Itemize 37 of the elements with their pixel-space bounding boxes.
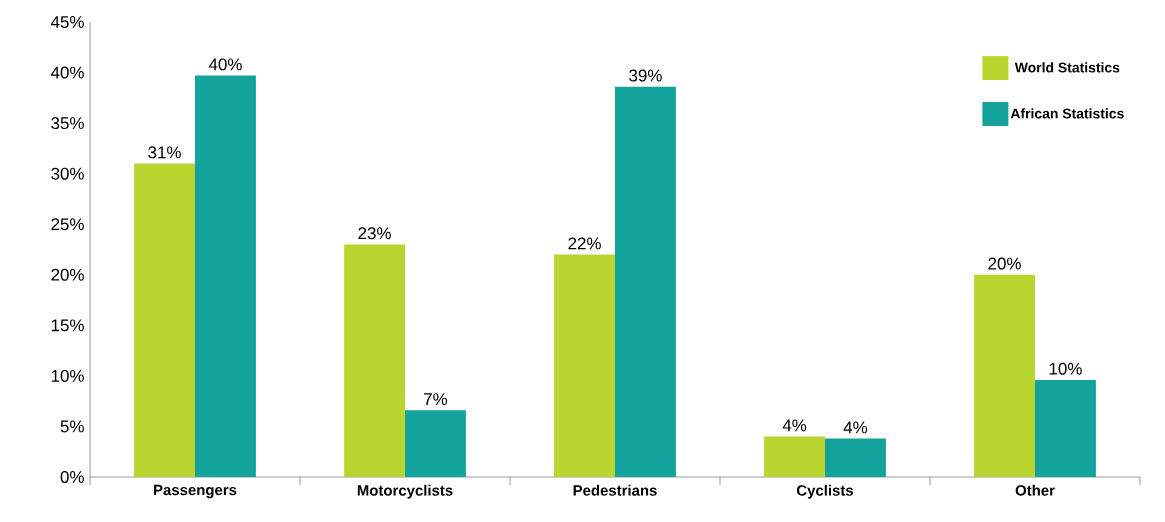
data-label: 20%	[988, 257, 1021, 270]
data-label: 10%	[1049, 362, 1082, 375]
x-tick-label: Passengers	[154, 484, 237, 499]
bar	[195, 75, 256, 477]
y-tick-label: 0%	[60, 471, 84, 483]
y-tick-label: 15%	[51, 319, 84, 332]
bar	[134, 163, 195, 477]
legend-label: World Statistics	[1014, 62, 1120, 73]
data-label: 39%	[629, 69, 662, 82]
bar	[825, 438, 886, 477]
bar	[554, 254, 615, 477]
data-label: 4%	[782, 419, 807, 432]
legend-label: African Statistics	[1010, 108, 1124, 119]
data-label: 7%	[424, 393, 448, 406]
bar	[405, 410, 466, 477]
bar	[1035, 379, 1096, 477]
y-tick-label: 10%	[51, 369, 84, 382]
y-tick-label: 20%	[51, 268, 84, 281]
x-tick-label: Motorcyclists	[357, 484, 453, 499]
x-tick-label: Cyclists	[796, 484, 854, 499]
y-tick-label: 25%	[51, 218, 84, 231]
x-tick-label: Other	[1015, 484, 1055, 496]
bar	[615, 86, 676, 477]
y-tick-label: 35%	[51, 117, 84, 130]
data-label: 4%	[843, 421, 868, 434]
y-tick-label: 30%	[51, 167, 84, 180]
y-tick-label: 40%	[50, 66, 84, 79]
bar	[974, 274, 1035, 477]
y-tick-label: 45%	[50, 16, 84, 28]
y-tick-label: 5%	[60, 420, 84, 433]
x-tick-label: Pedestrians	[573, 484, 657, 496]
data-label: 22%	[568, 237, 601, 250]
bar	[344, 244, 405, 477]
data-label: 23%	[358, 227, 391, 240]
bar	[764, 436, 825, 477]
data-label: 40%	[208, 58, 242, 71]
data-label: 31%	[148, 146, 181, 159]
